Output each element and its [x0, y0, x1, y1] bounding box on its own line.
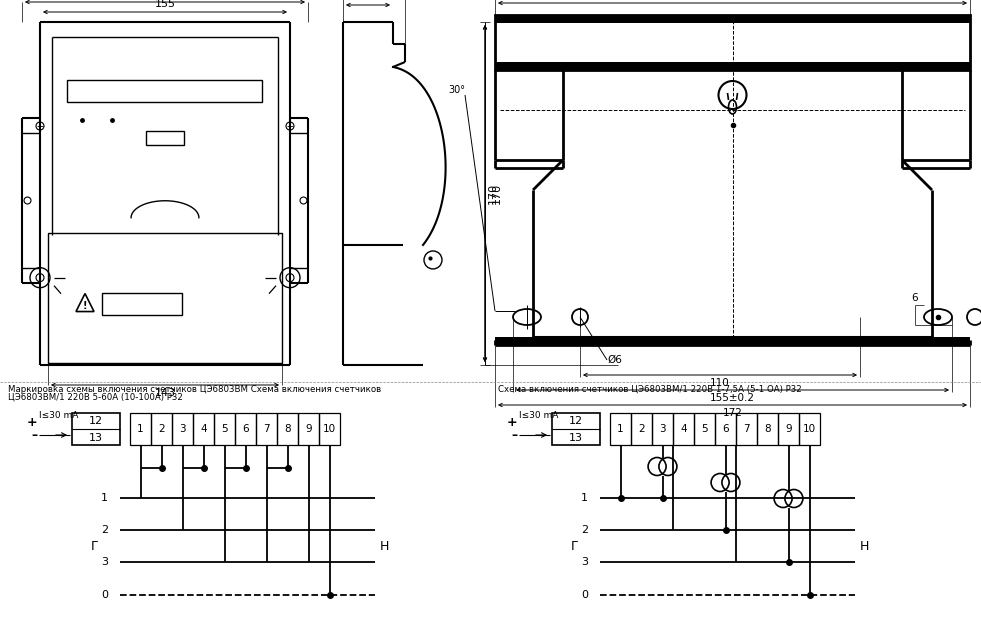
- Text: I≤30 mA: I≤30 mA: [519, 410, 558, 419]
- Bar: [495, 337, 970, 345]
- Text: 3: 3: [659, 424, 666, 434]
- Bar: [552, 413, 600, 445]
- Text: 1: 1: [581, 493, 588, 503]
- Bar: [799, 413, 820, 445]
- Text: 8: 8: [284, 424, 290, 434]
- Text: Г: Г: [90, 540, 98, 552]
- Bar: [235, 413, 256, 445]
- Bar: [631, 413, 652, 445]
- Text: Ø6: Ø6: [607, 355, 622, 365]
- Text: 12: 12: [569, 416, 583, 426]
- Text: Маркировка схемы включения счетчиков ЦЭ6803ВМ Схема включения счетчиков: Маркировка схемы включения счетчиков ЦЭ6…: [8, 385, 382, 394]
- Bar: [495, 15, 970, 70]
- Text: Н: Н: [380, 540, 389, 552]
- Text: 3: 3: [180, 424, 185, 434]
- Text: 8: 8: [764, 424, 771, 434]
- Text: –: –: [30, 429, 37, 442]
- Text: 6: 6: [722, 424, 729, 434]
- Text: 2: 2: [581, 525, 588, 535]
- Bar: [715, 413, 736, 445]
- Text: 0: 0: [101, 590, 108, 600]
- Text: 143: 143: [154, 388, 176, 398]
- Text: 2: 2: [639, 424, 645, 434]
- Text: 4: 4: [200, 424, 207, 434]
- Bar: [778, 413, 799, 445]
- Bar: [673, 413, 694, 445]
- Text: 9: 9: [785, 424, 792, 434]
- Text: 1: 1: [101, 493, 108, 503]
- Text: 5: 5: [221, 424, 228, 434]
- Text: 2: 2: [101, 525, 108, 535]
- Text: Схема включения счетчиков ЦЭ6803ВМ/1 220В 1-7,5А (5-1 ОА) Р32: Схема включения счетчиков ЦЭ6803ВМ/1 220…: [498, 385, 801, 394]
- Text: 3: 3: [581, 557, 588, 567]
- Text: 10: 10: [323, 424, 336, 434]
- Text: Г: Г: [570, 540, 578, 552]
- Bar: [172, 413, 193, 445]
- Bar: [736, 413, 757, 445]
- Text: 6: 6: [242, 424, 249, 434]
- Text: Н: Н: [860, 540, 869, 552]
- Text: 7: 7: [263, 424, 270, 434]
- Text: 170: 170: [492, 183, 502, 204]
- Text: 12: 12: [89, 416, 103, 426]
- Text: I≤30 mA: I≤30 mA: [39, 410, 78, 419]
- Text: 155: 155: [154, 0, 176, 9]
- Bar: [495, 62, 970, 70]
- Text: 13: 13: [569, 433, 583, 443]
- Text: 10: 10: [802, 424, 816, 434]
- Text: ЦЭ6803ВМ/1 220В 5-60А (10-100А) Р32: ЦЭ6803ВМ/1 220В 5-60А (10-100А) Р32: [8, 393, 182, 402]
- Bar: [193, 413, 214, 445]
- Bar: [694, 413, 715, 445]
- Text: 9: 9: [305, 424, 312, 434]
- Bar: [757, 413, 778, 445]
- Text: 13: 13: [89, 433, 103, 443]
- Text: +: +: [506, 415, 517, 429]
- Text: 1: 1: [137, 424, 144, 434]
- Bar: [319, 413, 340, 445]
- Bar: [495, 15, 970, 23]
- Text: 4: 4: [680, 424, 687, 434]
- Bar: [214, 413, 235, 445]
- Text: 3: 3: [101, 557, 108, 567]
- Text: 172: 172: [723, 408, 743, 418]
- Bar: [277, 413, 298, 445]
- Text: 0: 0: [581, 590, 588, 600]
- Text: –: –: [511, 429, 517, 442]
- Text: !: !: [82, 301, 87, 311]
- Text: 30°: 30°: [448, 85, 466, 95]
- Text: 155±0.2: 155±0.2: [710, 393, 755, 403]
- Text: +: +: [26, 415, 37, 429]
- Bar: [610, 413, 631, 445]
- Text: 110: 110: [710, 378, 730, 388]
- Bar: [72, 413, 120, 445]
- Bar: [48, 233, 282, 363]
- Bar: [256, 413, 277, 445]
- Text: 7: 7: [744, 424, 749, 434]
- Text: 1: 1: [617, 424, 624, 434]
- Text: 5: 5: [701, 424, 708, 434]
- Text: 52: 52: [361, 0, 375, 2]
- Text: 2: 2: [158, 424, 165, 434]
- Bar: [102, 293, 182, 316]
- Bar: [67, 80, 262, 102]
- Text: 170: 170: [488, 183, 498, 204]
- Bar: [151, 413, 172, 445]
- Bar: [146, 131, 184, 145]
- Bar: [130, 413, 151, 445]
- Bar: [652, 413, 673, 445]
- Bar: [298, 413, 319, 445]
- Text: 6: 6: [911, 293, 918, 303]
